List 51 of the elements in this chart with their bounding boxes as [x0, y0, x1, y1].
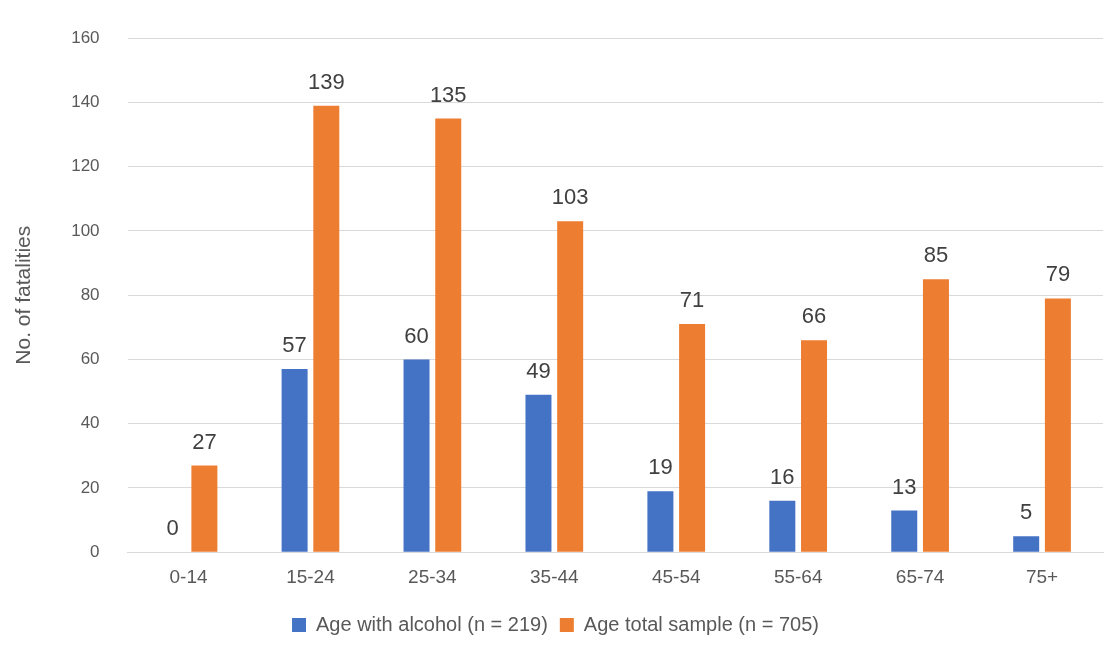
x-tick-label: 45-54	[651, 565, 701, 587]
x-tick-label: 35-44	[530, 565, 580, 587]
bar	[647, 491, 674, 552]
y-tick-label: 100	[71, 220, 100, 240]
data-label: 19	[648, 454, 673, 480]
bar	[281, 369, 308, 552]
y-tick-label: 0	[90, 541, 100, 561]
y-tick-label: 80	[80, 284, 100, 304]
bar	[557, 221, 584, 552]
bar	[1013, 536, 1040, 552]
data-label: 139	[307, 68, 345, 94]
y-tick-label: 160	[71, 27, 100, 47]
data-label: 16	[770, 463, 795, 489]
y-tick-label: 120	[71, 156, 100, 176]
bar	[769, 500, 796, 552]
bar	[191, 465, 218, 552]
x-tick-label: 0-14	[169, 565, 208, 587]
data-label: 0	[166, 515, 179, 541]
data-label: 13	[892, 473, 917, 499]
data-label: 85	[923, 242, 949, 268]
legend-label: Age total sample (n = 705)	[583, 612, 819, 635]
data-label: 135	[429, 81, 467, 107]
data-label: 103	[551, 184, 589, 210]
bar	[435, 118, 462, 552]
data-label: 66	[801, 303, 827, 329]
data-label: 57	[282, 332, 307, 358]
x-tick-label: 15-24	[286, 565, 336, 587]
bar	[801, 340, 828, 552]
bar	[891, 510, 918, 552]
x-tick-label: 75+	[1025, 565, 1059, 587]
bar	[922, 279, 949, 552]
data-label: 27	[192, 428, 217, 454]
data-label: 79	[1045, 261, 1071, 287]
x-tick-label: 25-34	[408, 565, 458, 587]
bar	[1044, 298, 1071, 552]
data-label: 71	[679, 287, 705, 313]
y-tick-label: 20	[80, 477, 100, 497]
x-tick-label: 55-64	[773, 565, 823, 587]
data-label: 49	[526, 357, 551, 383]
y-tick-label: 140	[71, 92, 100, 112]
data-label: 5	[1020, 499, 1033, 525]
y-tick-label: 60	[80, 349, 100, 369]
bar	[403, 359, 430, 552]
bar	[313, 105, 340, 552]
x-tick-label: 65-74	[895, 565, 945, 587]
y-axis-title: No. of fatalities	[11, 225, 35, 365]
data-label: 60	[404, 322, 429, 348]
y-tick-label: 40	[80, 413, 100, 433]
bar	[679, 324, 706, 552]
legend-label: Age with alcohol (n = 219)	[316, 612, 548, 635]
bar	[525, 394, 552, 552]
